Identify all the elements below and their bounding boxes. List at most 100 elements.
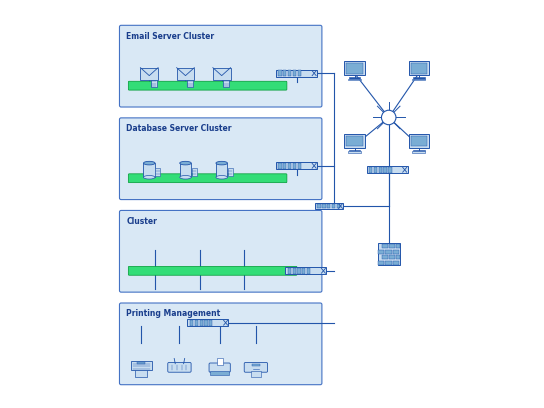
FancyBboxPatch shape — [128, 266, 297, 275]
Bar — [151, 80, 157, 87]
Bar — [385, 250, 392, 254]
Bar — [209, 320, 213, 326]
Bar — [156, 168, 160, 175]
FancyBboxPatch shape — [244, 362, 268, 372]
Bar — [298, 163, 301, 169]
Bar — [393, 261, 399, 265]
Bar — [283, 163, 287, 169]
Ellipse shape — [180, 161, 191, 165]
Bar — [397, 244, 400, 248]
Bar — [322, 204, 325, 208]
Bar — [346, 63, 363, 74]
Bar — [144, 163, 155, 177]
Bar — [348, 79, 361, 80]
Bar — [409, 61, 429, 75]
Bar — [411, 135, 427, 146]
Bar — [318, 204, 321, 208]
Bar — [389, 255, 395, 259]
FancyBboxPatch shape — [128, 174, 287, 183]
Bar — [285, 267, 326, 275]
FancyBboxPatch shape — [209, 363, 230, 372]
Text: Database Server Cluster: Database Server Cluster — [126, 124, 232, 133]
Bar — [298, 71, 301, 76]
Bar — [252, 364, 260, 366]
Bar — [378, 243, 400, 265]
Bar — [382, 244, 388, 248]
Bar — [135, 370, 147, 377]
Ellipse shape — [216, 161, 227, 165]
Bar — [412, 79, 425, 80]
Bar — [188, 319, 228, 326]
Bar — [346, 135, 363, 146]
FancyBboxPatch shape — [120, 303, 322, 385]
Bar — [191, 168, 196, 175]
Bar — [276, 162, 317, 169]
Bar — [385, 261, 392, 265]
Bar — [217, 358, 223, 365]
Bar — [393, 250, 399, 254]
Bar — [379, 167, 382, 173]
Text: Email Server Cluster: Email Server Cluster — [126, 32, 214, 41]
Bar — [411, 63, 427, 74]
FancyBboxPatch shape — [120, 211, 322, 292]
Bar — [349, 77, 360, 79]
Ellipse shape — [144, 161, 155, 165]
Bar — [288, 268, 291, 274]
Bar — [177, 68, 194, 80]
Bar — [348, 151, 361, 153]
Bar — [190, 320, 193, 326]
FancyBboxPatch shape — [120, 118, 322, 200]
Ellipse shape — [216, 175, 227, 179]
Bar — [337, 204, 340, 208]
Bar — [205, 320, 208, 326]
FancyBboxPatch shape — [120, 25, 322, 107]
Bar — [307, 268, 310, 274]
Bar — [216, 163, 227, 177]
Bar — [302, 268, 305, 274]
Bar — [412, 151, 425, 153]
Bar — [327, 204, 330, 208]
Bar — [369, 167, 372, 173]
Bar — [140, 68, 158, 80]
Bar — [180, 163, 191, 177]
Circle shape — [381, 110, 396, 125]
Bar — [344, 61, 365, 75]
Bar — [332, 204, 335, 208]
Bar — [315, 203, 343, 209]
Bar — [293, 268, 296, 274]
Bar — [413, 77, 425, 79]
Bar — [344, 133, 365, 148]
Bar — [349, 150, 360, 151]
Bar — [367, 166, 407, 173]
Ellipse shape — [180, 175, 191, 179]
Bar — [195, 320, 198, 326]
Bar — [298, 268, 301, 274]
Bar — [382, 255, 388, 259]
Bar — [137, 362, 145, 364]
Bar — [223, 80, 229, 87]
Bar — [288, 71, 292, 76]
Bar — [374, 167, 377, 173]
Bar — [293, 163, 296, 169]
Bar — [388, 167, 392, 173]
Text: Cluster: Cluster — [126, 217, 157, 226]
FancyBboxPatch shape — [128, 81, 287, 90]
Text: Printing Management: Printing Management — [126, 309, 220, 318]
Bar — [279, 163, 282, 169]
Bar — [378, 250, 384, 254]
Bar — [293, 71, 296, 76]
Bar — [251, 371, 261, 377]
Bar — [187, 80, 193, 87]
Bar — [213, 68, 231, 80]
Bar — [389, 244, 395, 248]
Bar — [283, 71, 287, 76]
Bar — [228, 168, 233, 175]
Bar — [288, 163, 292, 169]
Bar — [384, 167, 387, 173]
Bar — [131, 361, 152, 370]
Bar — [397, 255, 400, 259]
Bar — [279, 71, 282, 76]
Bar — [211, 371, 229, 375]
Bar — [413, 150, 425, 151]
FancyBboxPatch shape — [168, 362, 191, 372]
